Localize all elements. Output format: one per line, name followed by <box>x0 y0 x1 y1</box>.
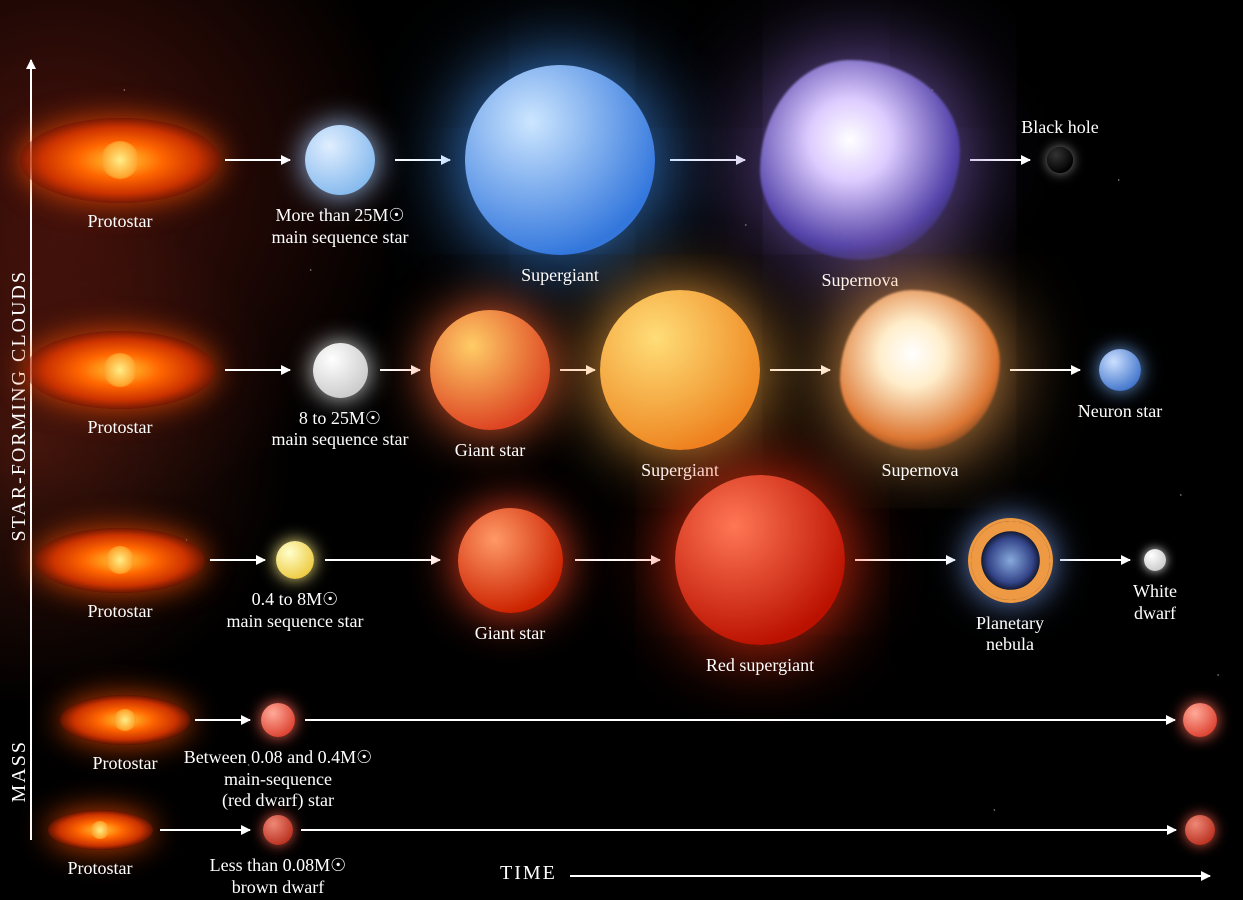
black-hole <box>1047 147 1073 173</box>
flow-arrow <box>560 369 595 371</box>
neutron-star <box>1099 349 1141 391</box>
ms-04-8 <box>276 541 314 579</box>
flow-arrow <box>395 159 450 161</box>
protostar <box>48 810 153 850</box>
white-dwarf-label: White dwarf <box>1045 581 1243 624</box>
brown-dwarf <box>263 815 293 845</box>
planetary-nebula <box>968 518 1053 603</box>
neutron-star-label: Neuron star <box>1010 401 1230 423</box>
flow-arrow <box>160 829 250 831</box>
giant-1 <box>430 310 550 430</box>
giant-2 <box>458 508 563 613</box>
protostar <box>60 695 190 745</box>
flow-arrow <box>855 559 955 561</box>
protostar <box>20 118 220 203</box>
ms-25-label: More than 25M☉ main sequence star <box>230 205 450 248</box>
supernova-2-label: Supernova <box>810 460 1030 482</box>
flow-arrow <box>770 369 830 371</box>
mass-axis-label: MASS <box>8 740 31 802</box>
flow-arrow <box>970 159 1030 161</box>
supernova-1 <box>760 60 960 260</box>
giant-1-label: Giant star <box>380 440 600 462</box>
giant-2-label: Giant star <box>400 623 620 645</box>
flow-arrow <box>301 829 1176 831</box>
flow-arrow <box>575 559 660 561</box>
time-axis-label: TIME <box>500 862 557 885</box>
protostar-label: Protostar <box>70 211 170 233</box>
flow-arrow <box>225 159 290 161</box>
flow-arrow <box>1060 559 1130 561</box>
flow-arrow <box>670 159 745 161</box>
ms-04-8-label: 0.4 to 8M☉ main sequence star <box>185 589 405 632</box>
protostar <box>35 528 205 593</box>
red-dwarf-end <box>1183 703 1217 737</box>
red-supergiant-label: Red supergiant <box>650 655 870 677</box>
supernova-1-label: Supernova <box>750 270 970 292</box>
flow-arrow <box>225 369 290 371</box>
brown-dwarf-label: Less than 0.08M☉ brown dwarf <box>168 855 388 898</box>
supergiant-blue-label: Supergiant <box>450 265 670 287</box>
flow-arrow <box>305 719 1175 721</box>
protostar-label: Protostar <box>50 858 150 880</box>
flow-arrow <box>380 369 420 371</box>
protostar-label: Protostar <box>75 753 175 775</box>
red-supergiant <box>675 475 845 645</box>
red-dwarf-label: Between 0.08 and 0.4M☉ main-sequence (re… <box>168 747 388 812</box>
time-axis-arrow <box>570 875 1210 877</box>
flow-arrow <box>195 719 250 721</box>
white-dwarf <box>1144 549 1166 571</box>
flow-arrow <box>1010 369 1080 371</box>
brown-dwarf-end <box>1185 815 1215 845</box>
protostar-label: Protostar <box>70 601 170 623</box>
protostar-label: Protostar <box>70 417 170 439</box>
ms-8-25 <box>313 343 368 398</box>
red-dwarf <box>261 703 295 737</box>
supernova-2 <box>840 290 1000 450</box>
protostar <box>25 331 215 409</box>
black-hole-label: Black hole <box>950 117 1170 139</box>
flow-arrow <box>325 559 440 561</box>
ms-25 <box>305 125 375 195</box>
supergiant-orange <box>600 290 760 450</box>
flow-arrow <box>210 559 265 561</box>
supergiant-blue <box>465 65 655 255</box>
